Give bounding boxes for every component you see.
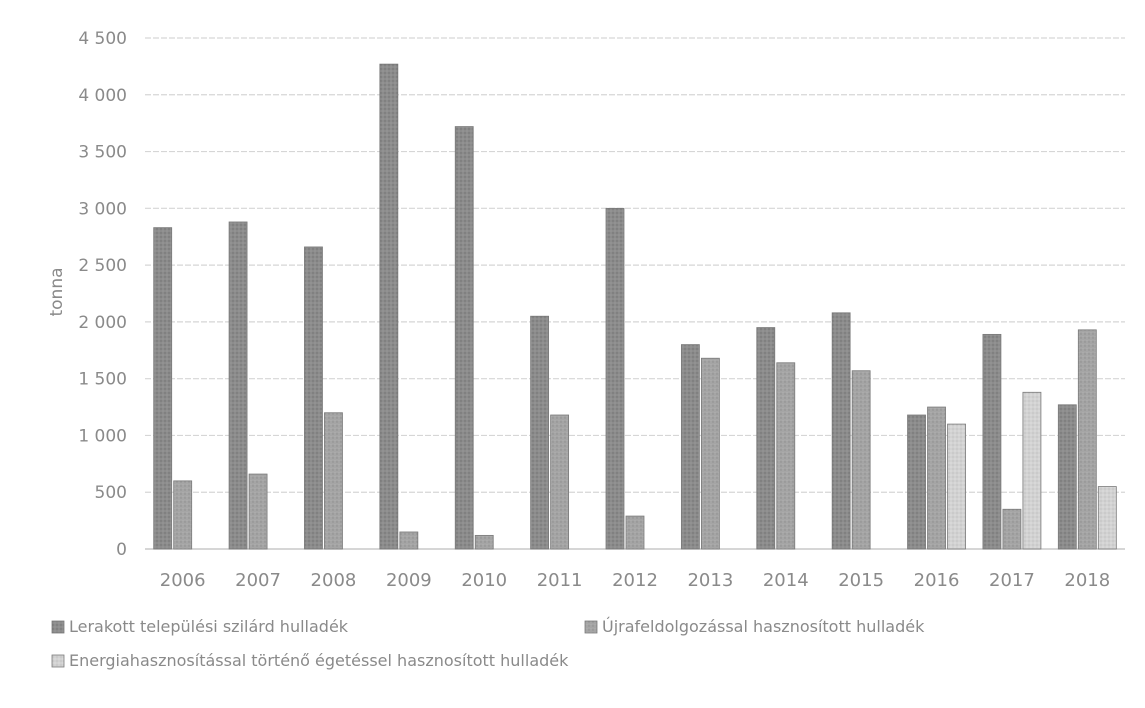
bar [907,414,926,550]
bar [680,344,700,550]
gridlines [145,37,1125,550]
x-tick-label: 2012 [612,570,658,591]
x-tick-label: 2016 [914,570,960,591]
y-axis-ticks: 0 500 1 000 1 500 2 000 2 500 3 000 3 500 4 000 4… [78,29,127,560]
x-tick-label: 2015 [838,570,884,591]
bar [700,357,720,550]
legend-swatch [51,620,65,634]
legend: Lerakott települési szilárd hulladék Újra… [51,617,925,670]
bar [1002,508,1022,550]
bar [756,327,776,550]
x-axis-ticks: 2006 2007 2008 2009 2010 2011 2012 2013 2014 2015… [160,570,1110,591]
bar [173,480,193,550]
bar [379,63,399,550]
x-tick-label: 2010 [461,570,507,591]
y-tick-label: 2 500 [78,256,127,276]
bar [831,312,851,550]
bar [550,414,570,550]
bar [324,412,343,550]
x-tick-label: 2017 [989,570,1035,591]
legend-swatch [584,620,598,634]
legend-label: Energiahasznosítással történő égetéssel … [69,651,569,670]
x-tick-label: 2009 [386,570,432,591]
bar [982,333,1002,550]
x-tick-label: 2007 [235,570,281,591]
bar [605,207,625,550]
bar [851,370,871,550]
y-tick-label: 0 [116,540,127,560]
legend-swatch [51,654,65,668]
bar [248,473,268,550]
bar [304,246,323,550]
bar [1077,329,1097,550]
x-tick-label: 2006 [160,570,206,591]
y-tick-label: 1 500 [78,370,127,390]
y-tick-label: 4 500 [78,29,127,49]
bar [1097,486,1117,550]
x-tick-label: 2008 [311,570,357,591]
bar [947,423,966,550]
bar [625,515,645,550]
x-tick-label: 2013 [687,570,733,591]
bar [776,362,796,550]
bar [454,126,474,550]
legend-label: Lerakott települési szilárd hulladék [69,617,349,636]
x-tick-label: 2011 [537,570,583,591]
bars [153,63,1117,550]
bar [1057,404,1077,550]
bar [399,531,419,550]
bar [927,406,946,550]
x-tick-label: 2014 [763,570,809,591]
y-axis-title: tonna [47,267,67,316]
bar [153,227,173,550]
y-tick-label: 1 000 [78,426,127,446]
y-tick-label: 3 000 [78,199,127,219]
y-tick-label: 2 000 [78,313,127,333]
bar [1022,391,1042,550]
legend-label: Újrafeldolgozással hasznosított hulladék [602,617,925,636]
y-tick-label: 3 500 [78,143,127,163]
bar [530,315,550,550]
y-tick-label: 500 [95,483,127,503]
x-tick-label: 2018 [1064,570,1110,591]
y-tick-label: 4 000 [78,86,127,106]
bar [228,221,248,550]
bar [474,534,494,550]
